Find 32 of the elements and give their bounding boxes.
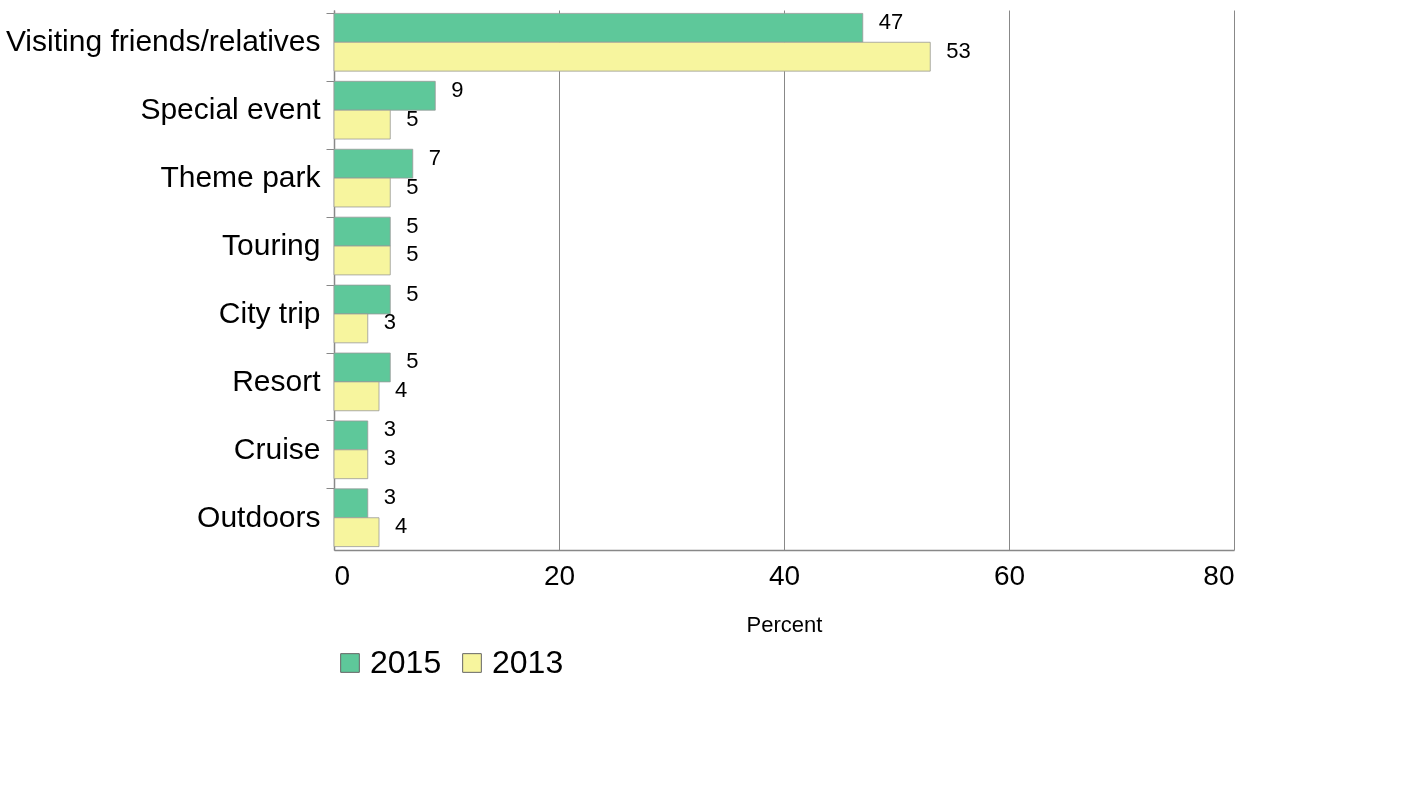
data-label: 5 (406, 212, 419, 238)
data-label: 5 (406, 173, 419, 199)
data-label: 53 (946, 37, 971, 63)
x-tick-label: 40 (768, 559, 801, 591)
y-tick-label: Touring (222, 228, 321, 262)
data-label: 9 (451, 76, 464, 102)
data-label: 5 (406, 241, 419, 267)
x-tick-label: 0 (334, 559, 351, 591)
y-tick-label: City trip (218, 295, 321, 329)
x-tick-label: 60 (993, 559, 1026, 591)
data-label: 4 (395, 513, 408, 539)
data-label: 3 (383, 484, 396, 510)
y-tick-label: Resort (232, 363, 322, 397)
y-tick-label: Outdoors (197, 499, 321, 533)
x-tick-label: 80 (1203, 559, 1235, 591)
data-label: 3 (383, 445, 396, 471)
y-tick-label: Special event (140, 92, 322, 126)
data-label: 5 (406, 348, 419, 374)
y-tick-label: Theme park (160, 160, 322, 194)
data-label: 7 (428, 144, 441, 170)
data-label: 4 (395, 377, 408, 403)
x-axis-title: Percent (746, 611, 823, 637)
data-label: 47 (878, 8, 904, 34)
legend-label: 2015 (370, 644, 442, 680)
data-label: 3 (383, 416, 396, 442)
y-tick-label: Visiting friends/relatives (5, 24, 321, 58)
data-label: 3 (383, 309, 396, 335)
legend-label: 2013 (492, 644, 564, 680)
x-tick-label: 20 (543, 559, 576, 591)
data-label: 5 (406, 105, 419, 131)
data-label: 5 (406, 280, 419, 306)
y-tick-label: Cruise (233, 431, 321, 465)
